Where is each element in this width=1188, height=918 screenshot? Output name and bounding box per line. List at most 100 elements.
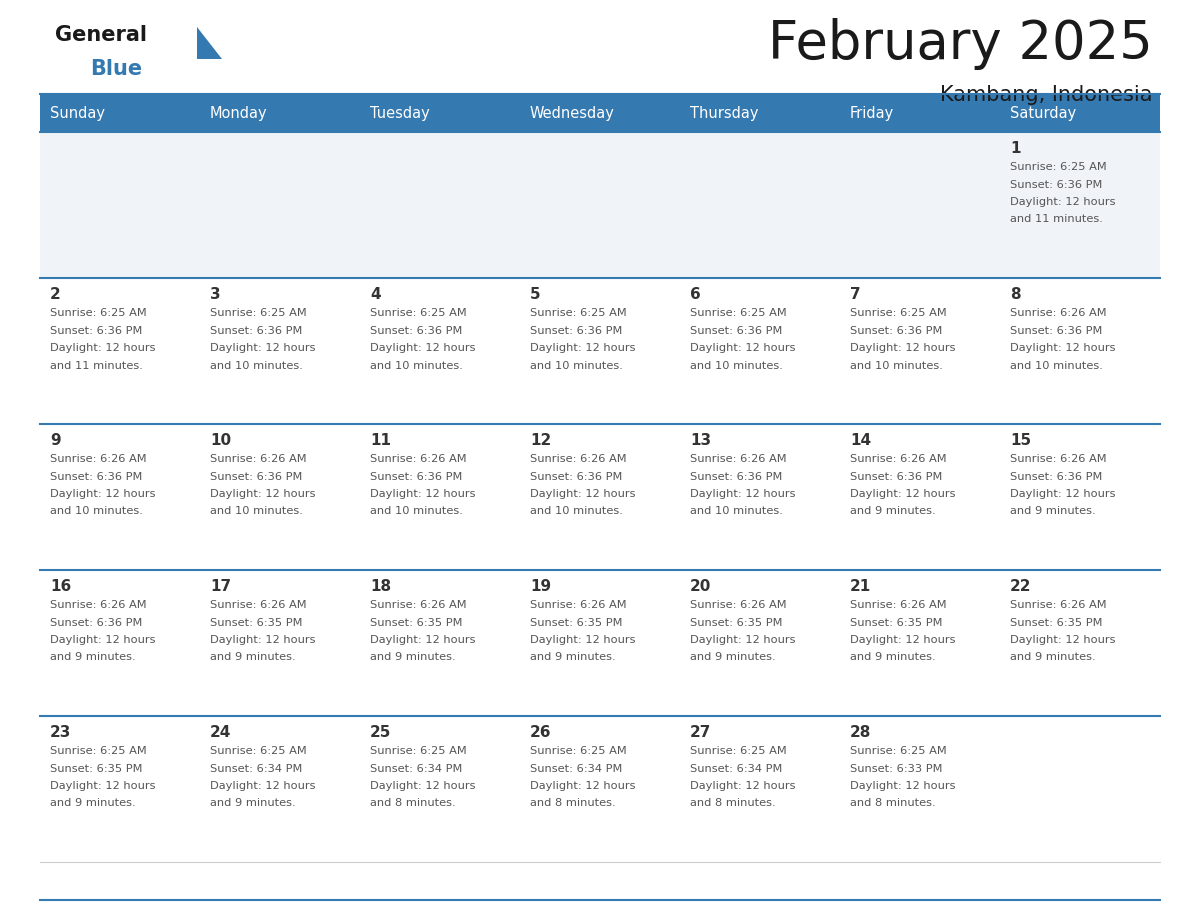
Bar [520,570,680,716]
Text: Sunset: 6:36 PM: Sunset: 6:36 PM [530,472,623,482]
Text: Daylight: 12 hours: Daylight: 12 hours [369,635,475,645]
Text: Daylight: 12 hours: Daylight: 12 hours [369,489,475,499]
Bar [40,716,200,862]
Text: Sunset: 6:36 PM: Sunset: 6:36 PM [210,326,303,335]
Text: Sunrise: 6:25 AM: Sunrise: 6:25 AM [690,308,786,318]
Text: Sunrise: 6:25 AM: Sunrise: 6:25 AM [50,308,147,318]
Text: Sunrise: 6:25 AM: Sunrise: 6:25 AM [50,746,147,756]
Text: and 11 minutes.: and 11 minutes. [50,361,143,371]
Text: Daylight: 12 hours: Daylight: 12 hours [690,635,796,645]
Text: Sunset: 6:36 PM: Sunset: 6:36 PM [1010,472,1102,482]
Text: Sunset: 6:36 PM: Sunset: 6:36 PM [1010,326,1102,335]
Text: Daylight: 12 hours: Daylight: 12 hours [690,343,796,353]
Bar [360,570,520,716]
Text: Sunset: 6:36 PM: Sunset: 6:36 PM [369,472,462,482]
Bar [680,716,840,862]
Bar [360,424,520,570]
Text: Daylight: 12 hours: Daylight: 12 hours [1010,489,1116,499]
Polygon shape [197,27,222,59]
Text: Wednesday: Wednesday [530,106,615,120]
Bar [520,132,680,278]
Text: 3: 3 [210,287,221,302]
Text: Sunrise: 6:26 AM: Sunrise: 6:26 AM [530,454,626,464]
Bar [520,94,680,132]
Text: Sunrise: 6:26 AM: Sunrise: 6:26 AM [849,454,947,464]
Text: and 9 minutes.: and 9 minutes. [210,653,296,663]
Bar [1000,132,1159,278]
Bar [1000,716,1159,862]
Text: 22: 22 [1010,579,1031,594]
Bar [520,716,680,862]
Text: 13: 13 [690,433,712,448]
Text: Sunset: 6:34 PM: Sunset: 6:34 PM [210,764,303,774]
Text: Sunrise: 6:25 AM: Sunrise: 6:25 AM [690,746,786,756]
Text: 18: 18 [369,579,391,594]
Text: and 9 minutes.: and 9 minutes. [1010,507,1095,517]
Text: Sunset: 6:34 PM: Sunset: 6:34 PM [369,764,462,774]
Text: and 8 minutes.: and 8 minutes. [530,799,615,809]
Text: Daylight: 12 hours: Daylight: 12 hours [210,781,316,791]
Bar [360,278,520,424]
Text: Daylight: 12 hours: Daylight: 12 hours [530,781,636,791]
Text: 6: 6 [690,287,701,302]
Bar [40,132,200,278]
Text: and 9 minutes.: and 9 minutes. [369,653,456,663]
Bar [840,132,1000,278]
Text: Tuesday: Tuesday [369,106,430,120]
Text: Sunset: 6:36 PM: Sunset: 6:36 PM [690,326,783,335]
Bar [1000,424,1159,570]
Bar [840,716,1000,862]
Text: 25: 25 [369,725,391,740]
Text: and 10 minutes.: and 10 minutes. [369,507,463,517]
Text: and 10 minutes.: and 10 minutes. [530,507,623,517]
Text: and 8 minutes.: and 8 minutes. [369,799,456,809]
Text: Sunset: 6:36 PM: Sunset: 6:36 PM [50,618,143,628]
Bar [40,94,200,132]
Text: Daylight: 12 hours: Daylight: 12 hours [210,343,316,353]
Text: Sunrise: 6:26 AM: Sunrise: 6:26 AM [1010,308,1107,318]
Bar [200,716,360,862]
Bar [360,94,520,132]
Text: 5: 5 [530,287,541,302]
Text: and 10 minutes.: and 10 minutes. [690,361,783,371]
Text: Daylight: 12 hours: Daylight: 12 hours [1010,635,1116,645]
Text: Daylight: 12 hours: Daylight: 12 hours [1010,197,1116,207]
Text: 28: 28 [849,725,871,740]
Text: 15: 15 [1010,433,1031,448]
Text: Sunset: 6:36 PM: Sunset: 6:36 PM [849,472,942,482]
Text: Sunset: 6:36 PM: Sunset: 6:36 PM [50,472,143,482]
Text: Daylight: 12 hours: Daylight: 12 hours [849,489,955,499]
Bar [360,716,520,862]
Text: Sunrise: 6:25 AM: Sunrise: 6:25 AM [210,308,307,318]
Text: Sunrise: 6:25 AM: Sunrise: 6:25 AM [210,746,307,756]
Bar [840,278,1000,424]
Text: and 9 minutes.: and 9 minutes. [210,799,296,809]
Text: Sunset: 6:36 PM: Sunset: 6:36 PM [50,326,143,335]
Text: and 10 minutes.: and 10 minutes. [690,507,783,517]
Text: Daylight: 12 hours: Daylight: 12 hours [849,343,955,353]
Text: Sunrise: 6:25 AM: Sunrise: 6:25 AM [530,308,627,318]
Bar [840,570,1000,716]
Text: Sunrise: 6:25 AM: Sunrise: 6:25 AM [849,746,947,756]
Text: Daylight: 12 hours: Daylight: 12 hours [530,635,636,645]
Text: Daylight: 12 hours: Daylight: 12 hours [690,489,796,499]
Text: and 10 minutes.: and 10 minutes. [50,507,143,517]
Text: Sunrise: 6:26 AM: Sunrise: 6:26 AM [369,454,467,464]
Bar [40,424,200,570]
Text: Daylight: 12 hours: Daylight: 12 hours [210,635,316,645]
Text: Sunset: 6:35 PM: Sunset: 6:35 PM [849,618,942,628]
Text: and 10 minutes.: and 10 minutes. [1010,361,1102,371]
Text: 11: 11 [369,433,391,448]
Text: Sunset: 6:36 PM: Sunset: 6:36 PM [369,326,462,335]
Text: 2: 2 [50,287,61,302]
Text: and 9 minutes.: and 9 minutes. [690,653,776,663]
Text: and 9 minutes.: and 9 minutes. [50,653,135,663]
Bar [520,278,680,424]
Text: 17: 17 [210,579,232,594]
Bar [520,424,680,570]
Text: Sunset: 6:35 PM: Sunset: 6:35 PM [690,618,783,628]
Text: and 10 minutes.: and 10 minutes. [369,361,463,371]
Text: Sunset: 6:34 PM: Sunset: 6:34 PM [530,764,623,774]
Text: Sunset: 6:36 PM: Sunset: 6:36 PM [690,472,783,482]
Text: Sunrise: 6:26 AM: Sunrise: 6:26 AM [690,600,786,610]
